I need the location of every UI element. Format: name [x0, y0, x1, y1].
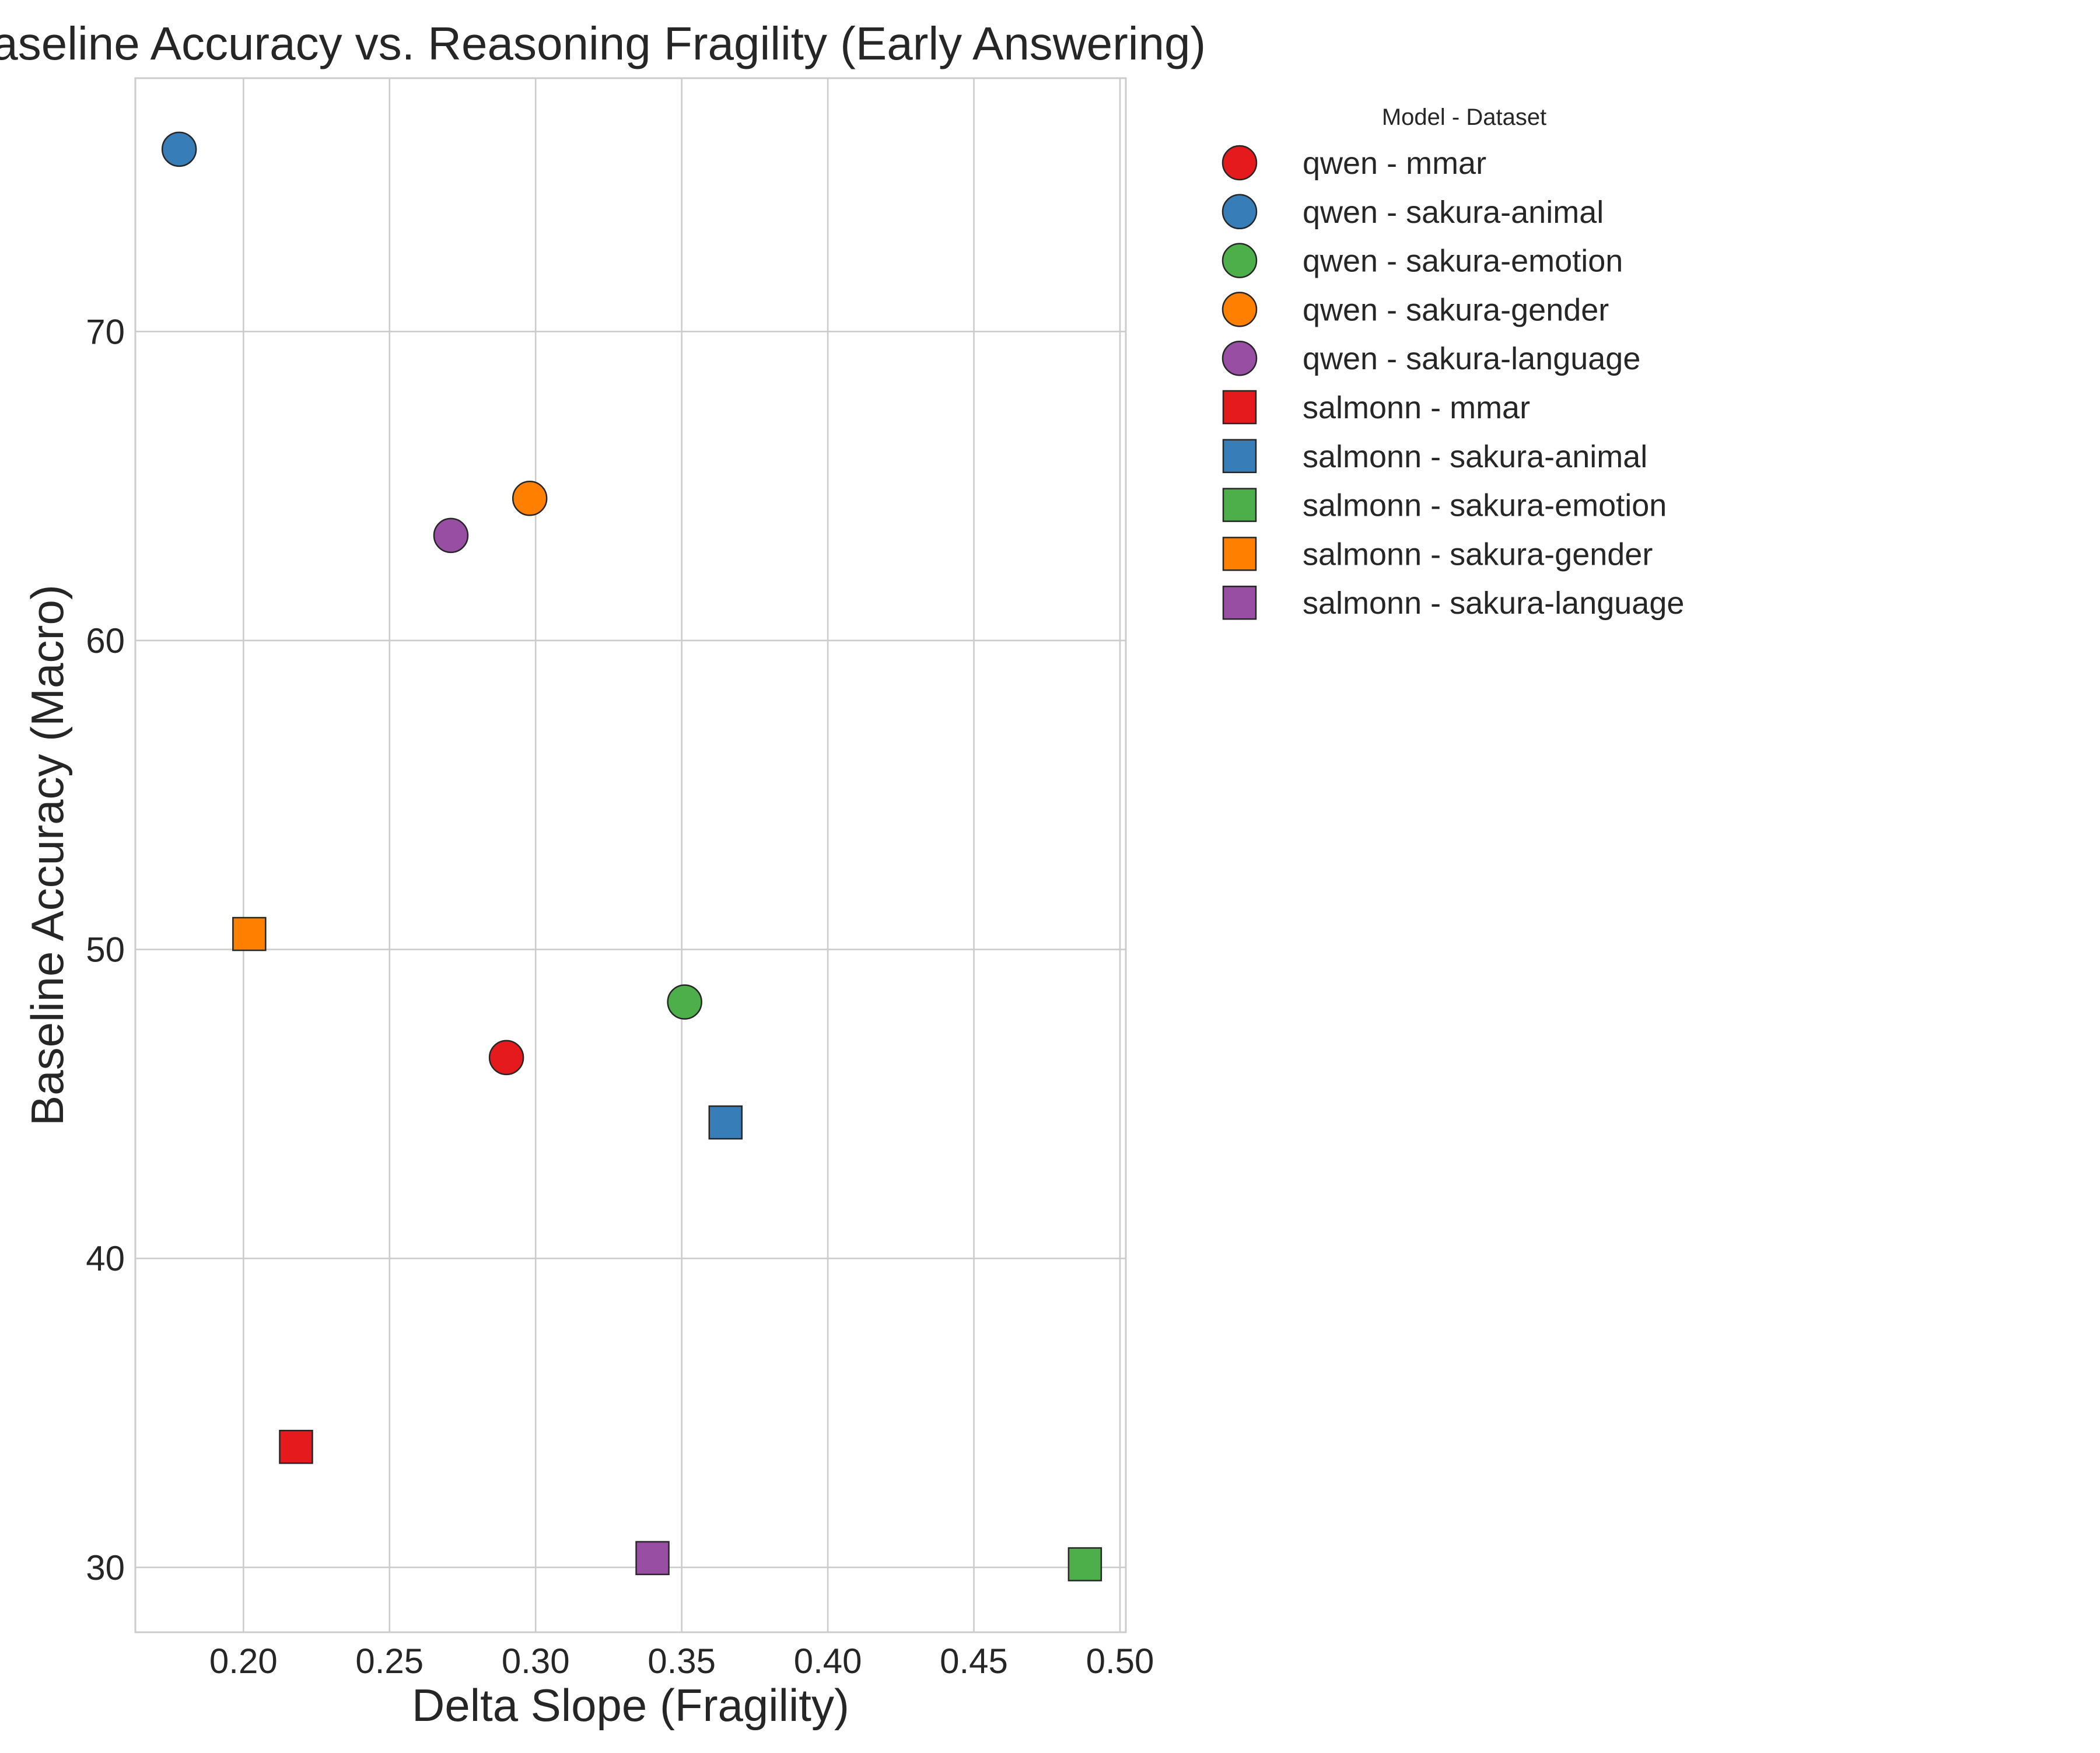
point-qwen-sakura-animal: [161, 131, 197, 167]
point-salmonn-sakura-emotion: [1068, 1547, 1102, 1581]
legend-label: salmonn - sakura-emotion: [1303, 488, 1667, 523]
x-tick-label: 0.50: [1086, 1642, 1154, 1681]
legend-label: qwen - sakura-language: [1303, 341, 1640, 376]
legend-label: salmonn - mmar: [1303, 390, 1530, 425]
legend-marker-qwen-sakura-emotion: [1222, 243, 1258, 278]
point-qwen-sakura-language: [433, 517, 469, 554]
grid: [135, 78, 1126, 1632]
x-tick-label: 0.40: [794, 1642, 862, 1681]
legend-marker-qwen-sakura-gender: [1222, 292, 1258, 327]
legend-item: salmonn - sakura-emotion: [1222, 488, 1667, 523]
point-qwen-mmar: [488, 1040, 524, 1076]
legend-label: qwen - sakura-emotion: [1303, 244, 1623, 279]
point-salmonn-sakura-language: [635, 1541, 670, 1576]
legend-label: salmonn - sakura-animal: [1303, 439, 1647, 474]
x-axis-label: Delta Slope (Fragility): [412, 1679, 849, 1731]
legend-marker-qwen-mmar: [1222, 145, 1258, 181]
legend-label: salmonn - sakura-language: [1303, 586, 1684, 621]
legend-title: Model - Dataset: [1382, 104, 1546, 130]
legend-marker-salmonn-sakura-language: [1222, 585, 1257, 620]
y-tick-label: 50: [86, 930, 125, 970]
legend-item: salmonn - sakura-gender: [1222, 537, 1653, 572]
y-tick-label: 30: [86, 1548, 125, 1587]
plot-frame: [134, 77, 1127, 1633]
x-tick-label: 0.45: [940, 1642, 1008, 1681]
point-qwen-sakura-gender: [512, 481, 548, 516]
legend-label: qwen - sakura-gender: [1303, 292, 1609, 327]
chart-title: Baseline Accuracy vs. Reasoning Fragilit…: [0, 18, 1206, 69]
legend-item: qwen - mmar: [1222, 145, 1486, 181]
y-tick-label: 70: [86, 312, 125, 351]
x-tick-label: 0.20: [209, 1642, 278, 1681]
y-tick-label: 40: [86, 1239, 125, 1278]
x-tick-label: 0.35: [648, 1642, 716, 1681]
legend-marker-salmonn-sakura-animal: [1222, 439, 1257, 474]
x-axis-ticks: 0.20 0.25 0.30 0.35 0.40 0.45 0.50: [209, 1642, 1154, 1681]
legend-marker-qwen-sakura-animal: [1222, 194, 1258, 230]
legend-label: qwen - sakura-animal: [1303, 195, 1604, 230]
legend-item: salmonn - sakura-animal: [1222, 439, 1647, 474]
legend-item: qwen - sakura-language: [1222, 340, 1640, 376]
legend-marker-salmonn-mmar: [1222, 390, 1257, 425]
point-salmonn-sakura-gender: [232, 916, 267, 951]
y-axis-label: Baseline Accuracy (Macro): [22, 585, 73, 1126]
legend-items: qwen - mmar qwen - sakura-animal qwen - sa…: [1222, 145, 1684, 621]
legend-item: qwen - sakura-animal: [1222, 194, 1604, 230]
data-points: [161, 131, 1102, 1581]
legend-item: salmonn - sakura-language: [1222, 585, 1684, 621]
x-tick-label: 0.25: [355, 1642, 424, 1681]
legend-marker-salmonn-sakura-emotion: [1222, 488, 1257, 522]
legend-item: qwen - sakura-emotion: [1222, 243, 1623, 279]
legend-marker-salmonn-sakura-gender: [1222, 537, 1257, 571]
point-qwen-sakura-emotion: [667, 984, 702, 1020]
y-axis-ticks: 30 40 50 60 70: [86, 312, 125, 1587]
legend-item: salmonn - mmar: [1222, 390, 1530, 425]
point-salmonn-mmar: [279, 1429, 313, 1464]
y-tick-label: 60: [86, 621, 125, 660]
point-salmonn-sakura-animal: [708, 1105, 743, 1140]
legend-label: qwen - mmar: [1303, 146, 1486, 181]
legend-item: qwen - sakura-gender: [1222, 292, 1609, 327]
legend: Model - Dataset qwen - mmar qwen - sakura…: [1222, 104, 1684, 621]
x-tick-label: 0.30: [502, 1642, 570, 1681]
legend-label: salmonn - sakura-gender: [1303, 537, 1653, 572]
legend-marker-qwen-sakura-language: [1222, 340, 1258, 376]
